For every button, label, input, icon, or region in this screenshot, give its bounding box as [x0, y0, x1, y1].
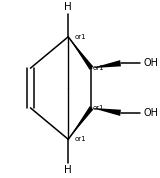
Text: or1: or1 [75, 34, 86, 40]
Text: H: H [64, 2, 72, 12]
Text: OH: OH [143, 58, 158, 68]
Polygon shape [68, 37, 93, 70]
Polygon shape [68, 106, 93, 139]
Text: H: H [64, 165, 72, 176]
Text: or1: or1 [93, 105, 105, 111]
Text: OH: OH [143, 108, 158, 118]
Text: or1: or1 [93, 65, 105, 71]
Text: or1: or1 [75, 136, 86, 142]
Polygon shape [92, 60, 121, 68]
Polygon shape [92, 108, 121, 116]
